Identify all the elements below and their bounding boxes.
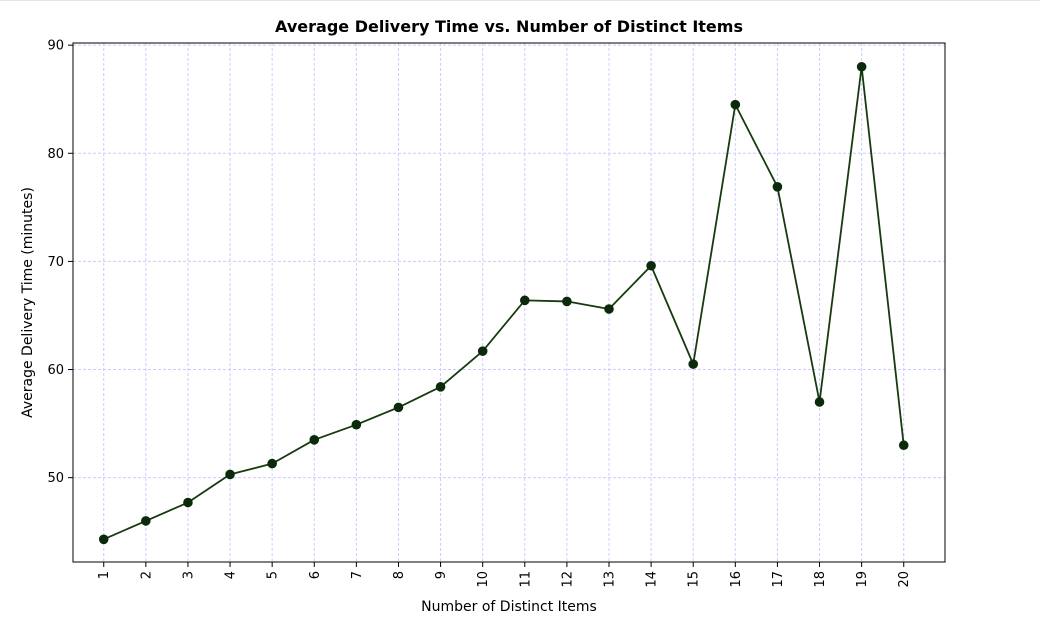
x-tick-label: 15 bbox=[687, 571, 702, 588]
data-point bbox=[351, 419, 362, 430]
data-point bbox=[393, 402, 404, 413]
x-tick-label: 8 bbox=[392, 571, 407, 579]
plot-frame bbox=[72, 42, 946, 563]
x-tick-label: 5 bbox=[266, 571, 281, 579]
series-polyline bbox=[103, 65, 905, 541]
y-tick-label: 50 bbox=[47, 471, 64, 486]
x-tick-label: 3 bbox=[181, 571, 196, 579]
series-line bbox=[103, 65, 905, 541]
y-tick-label: 90 bbox=[47, 39, 64, 54]
data-point bbox=[856, 61, 867, 72]
x-tick-label: 20 bbox=[897, 571, 912, 588]
data-point bbox=[562, 296, 572, 307]
y-tick-label: 80 bbox=[47, 147, 64, 162]
data-point bbox=[519, 295, 530, 306]
x-tick-label: 14 bbox=[645, 571, 660, 588]
data-point bbox=[435, 382, 446, 392]
x-tick-label: 13 bbox=[603, 571, 618, 588]
x-tick-label: 1 bbox=[97, 571, 112, 579]
x-tick-label: 6 bbox=[308, 571, 323, 579]
data-point bbox=[688, 359, 699, 369]
y-tick-label: 60 bbox=[47, 363, 64, 378]
x-tick-label: 17 bbox=[771, 571, 786, 588]
x-tick-label: 4 bbox=[224, 571, 239, 579]
data-point bbox=[814, 397, 825, 407]
x-tick-label: 16 bbox=[729, 571, 744, 588]
y-axis-label: Average Delivery Time (minutes) bbox=[20, 187, 36, 418]
y-tick-label: 70 bbox=[47, 255, 64, 270]
x-tick-label: 2 bbox=[139, 571, 154, 579]
data-point bbox=[646, 260, 656, 271]
x-tick-label: 18 bbox=[813, 571, 828, 588]
data-point bbox=[141, 516, 151, 526]
x-tick-label: 10 bbox=[476, 571, 491, 588]
data-point bbox=[730, 99, 741, 110]
data-point bbox=[98, 534, 109, 545]
x-ticks: 1 2 3 4 5 6 7 8 9 10 11 12 13 14 15 16 17 18 19 20 bbox=[97, 562, 912, 588]
top-divider bbox=[0, 0, 1040, 1]
x-tick-label: 11 bbox=[518, 571, 533, 588]
chart-title: Average Delivery Time vs. Number of Dist… bbox=[275, 17, 743, 36]
data-point bbox=[604, 304, 614, 314]
data-point bbox=[267, 458, 277, 469]
data-point bbox=[183, 497, 193, 508]
data-point bbox=[898, 440, 909, 451]
data-point bbox=[309, 435, 320, 445]
data-point bbox=[772, 182, 783, 192]
data-point bbox=[477, 346, 488, 356]
data-points bbox=[98, 61, 909, 545]
y-ticks: 50 60 70 80 90 bbox=[47, 39, 73, 486]
x-axis-label: Number of Distinct Items bbox=[421, 599, 597, 615]
x-tick-label: 12 bbox=[560, 571, 575, 588]
x-tick-label: 19 bbox=[855, 571, 870, 588]
data-point bbox=[225, 469, 235, 480]
x-tick-label: 7 bbox=[350, 571, 365, 579]
x-tick-label: 9 bbox=[434, 571, 449, 579]
grid bbox=[73, 43, 945, 562]
